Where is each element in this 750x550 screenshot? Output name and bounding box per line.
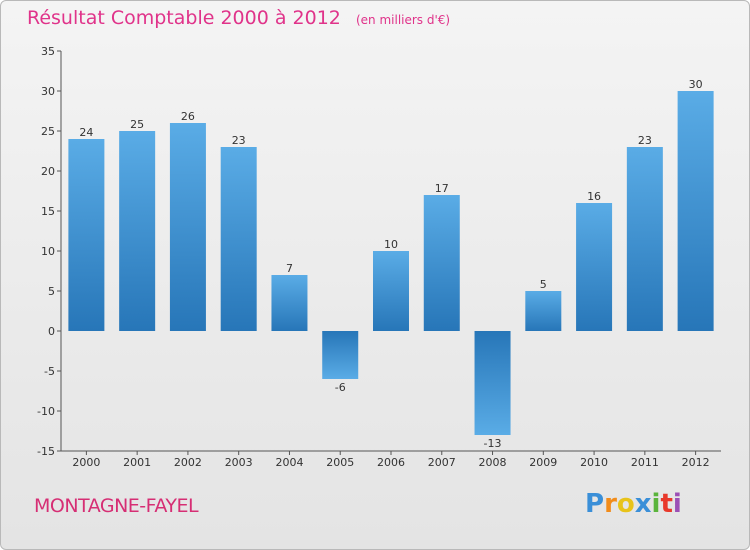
x-tick-label-2011: 2011 bbox=[631, 456, 659, 469]
y-tick-label: 0 bbox=[48, 325, 55, 338]
data-label-2009: 5 bbox=[540, 278, 547, 291]
logo-letter: i bbox=[672, 489, 682, 519]
x-tick-label-2001: 2001 bbox=[123, 456, 151, 469]
proxiti-logo: Proxiti bbox=[585, 489, 682, 519]
data-label-2001: 25 bbox=[130, 118, 144, 131]
y-tick-label: 20 bbox=[41, 165, 55, 178]
y-tick-label: 10 bbox=[41, 245, 55, 258]
town-name: MONTAGNE-FAYEL bbox=[34, 495, 199, 517]
logo-letter: r bbox=[604, 489, 617, 519]
data-label-2007: 17 bbox=[435, 182, 449, 195]
data-label-2005: -6 bbox=[335, 381, 346, 394]
bar-2010 bbox=[576, 203, 613, 331]
y-tick-label: -15 bbox=[37, 445, 55, 458]
data-label-2011: 23 bbox=[638, 134, 652, 147]
data-label-2003: 23 bbox=[232, 134, 246, 147]
y-tick-label: 35 bbox=[41, 45, 55, 58]
bar-2008 bbox=[474, 331, 511, 435]
y-tick-label: 15 bbox=[41, 205, 55, 218]
data-label-2000: 24 bbox=[79, 126, 93, 139]
x-tick-label-2010: 2010 bbox=[580, 456, 608, 469]
data-label-2006: 10 bbox=[384, 238, 398, 251]
bar-2004 bbox=[271, 275, 308, 331]
y-tick-label: 5 bbox=[48, 285, 55, 298]
bar-2000 bbox=[68, 139, 105, 331]
bar-2006 bbox=[373, 251, 409, 331]
data-label-2010: 16 bbox=[587, 190, 601, 203]
logo-letter: x bbox=[634, 489, 652, 519]
x-tick-label-2008: 2008 bbox=[479, 456, 507, 469]
data-label-2004: 7 bbox=[286, 262, 293, 275]
bar-2012 bbox=[677, 91, 714, 331]
x-tick-label-2006: 2006 bbox=[377, 456, 405, 469]
chart-title-text: Résultat Comptable 2000 à 2012 bbox=[27, 7, 341, 29]
bar-2003 bbox=[220, 147, 257, 331]
data-label-2012: 30 bbox=[689, 78, 703, 91]
x-tick-label-2003: 2003 bbox=[225, 456, 253, 469]
x-tick-label-2005: 2005 bbox=[326, 456, 354, 469]
data-label-2002: 26 bbox=[181, 110, 195, 123]
x-tick-label-2009: 2009 bbox=[529, 456, 557, 469]
chart-unit-note: (en milliers d'€) bbox=[355, 13, 451, 27]
x-tick-label-2012: 2012 bbox=[682, 456, 710, 469]
logo-letter: o bbox=[616, 489, 635, 519]
bar-2001 bbox=[119, 131, 156, 331]
x-tick-label-2000: 2000 bbox=[72, 456, 100, 469]
chart-title: Résultat Comptable 2000 à 2012 (en milli… bbox=[27, 7, 450, 29]
y-tick-label: 30 bbox=[41, 85, 55, 98]
logo-letter: t bbox=[660, 489, 673, 519]
bar-2007 bbox=[423, 195, 460, 331]
y-tick-label: -10 bbox=[37, 405, 55, 418]
logo-letter: P bbox=[585, 489, 605, 519]
bar-2005 bbox=[322, 331, 359, 379]
x-tick-label-2007: 2007 bbox=[428, 456, 456, 469]
data-label-2008: -13 bbox=[484, 437, 502, 450]
bar-2009 bbox=[525, 291, 562, 331]
y-tick-label: 25 bbox=[41, 125, 55, 138]
logo-letter: i bbox=[651, 489, 661, 519]
x-tick-label-2002: 2002 bbox=[174, 456, 202, 469]
bar-2011 bbox=[626, 147, 663, 331]
y-tick-label: -5 bbox=[44, 365, 55, 378]
x-tick-label-2004: 2004 bbox=[275, 456, 303, 469]
bar-2002 bbox=[169, 123, 206, 331]
